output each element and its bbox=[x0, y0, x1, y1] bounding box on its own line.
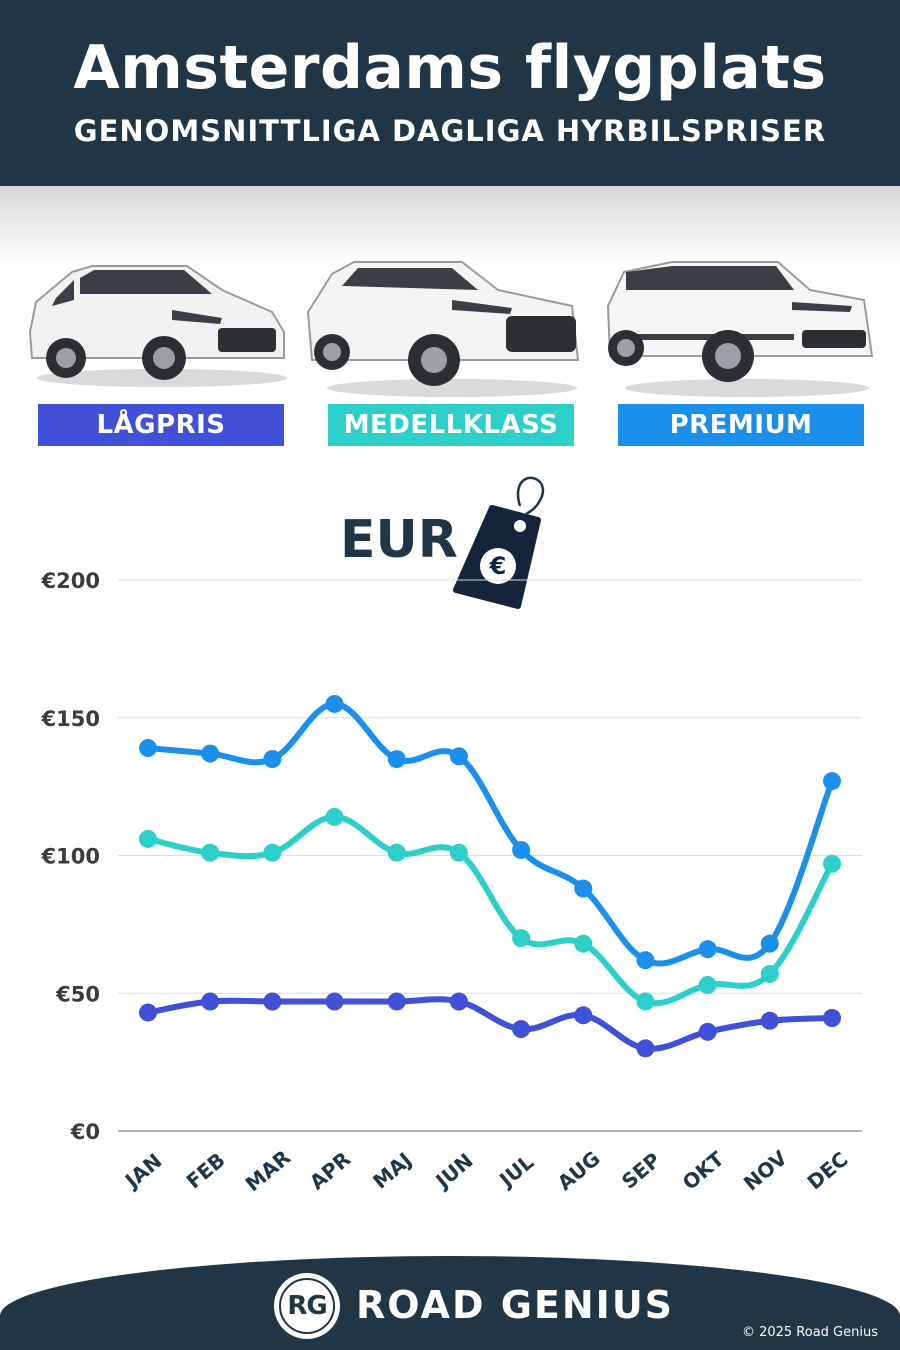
data-point bbox=[636, 992, 655, 1011]
hatchback-car-image bbox=[22, 250, 288, 390]
x-tick-label: AUG bbox=[553, 1146, 605, 1195]
y-tick-label: €100 bbox=[41, 845, 100, 869]
copyright-text: © 2025 Road Genius bbox=[741, 1325, 878, 1340]
category-label-budget: LÅGPRIS bbox=[38, 404, 284, 446]
x-tick-label: OKT bbox=[678, 1146, 729, 1194]
data-point bbox=[263, 843, 282, 862]
data-point bbox=[387, 992, 406, 1011]
data-point bbox=[512, 1020, 531, 1039]
data-point bbox=[636, 1039, 655, 1058]
data-point bbox=[449, 747, 468, 766]
data-point bbox=[263, 992, 282, 1011]
data-point bbox=[698, 975, 717, 994]
header-banner: Amsterdams flygplats GENOMSNITTLIGA DAGL… bbox=[0, 0, 900, 186]
logo-monogram: RG bbox=[279, 1278, 335, 1334]
data-point bbox=[574, 1006, 593, 1025]
data-point bbox=[139, 1003, 157, 1022]
brand-name: ROAD GENIUS bbox=[356, 1283, 675, 1327]
road-genius-logo: RG bbox=[274, 1273, 340, 1339]
data-point bbox=[449, 992, 468, 1011]
y-tick-label: €150 bbox=[41, 707, 100, 731]
page-subtitle: GENOMSNITTLIGA DAGLIGA HYRBILSPRISER bbox=[73, 114, 827, 148]
x-tick-label: NOV bbox=[739, 1145, 792, 1195]
category-label-midsize: MEDELLKLASS bbox=[328, 404, 574, 446]
data-point bbox=[201, 744, 220, 763]
series-line bbox=[145, 996, 835, 1052]
data-point bbox=[139, 829, 157, 848]
page-title: Amsterdams flygplats bbox=[73, 33, 827, 103]
x-tick-label: SEP bbox=[617, 1148, 665, 1194]
data-point bbox=[512, 929, 531, 948]
data-point bbox=[636, 951, 655, 970]
header-shadow bbox=[0, 186, 900, 266]
x-tick-label: DEC bbox=[803, 1147, 853, 1194]
data-point bbox=[760, 1011, 779, 1030]
series-line bbox=[145, 813, 835, 1007]
data-point bbox=[512, 840, 531, 859]
data-point bbox=[823, 1009, 841, 1028]
data-point bbox=[823, 772, 841, 791]
data-point bbox=[139, 739, 157, 758]
data-point bbox=[760, 934, 779, 953]
currency-label: EUR bbox=[340, 510, 458, 570]
data-point bbox=[325, 807, 344, 826]
price-tag-icon: € bbox=[452, 470, 552, 614]
suv-car-image bbox=[302, 250, 584, 400]
y-tick-label: €200 bbox=[41, 569, 100, 593]
euro-symbol: € bbox=[489, 552, 507, 580]
data-point bbox=[574, 934, 593, 953]
x-tick-label: APR bbox=[305, 1147, 355, 1195]
y-tick-label: €0 bbox=[70, 1120, 100, 1144]
data-point bbox=[698, 1022, 717, 1041]
x-tick-label: MAR bbox=[241, 1145, 295, 1196]
x-tick-label: MAJ bbox=[368, 1148, 416, 1194]
footer-banner bbox=[0, 1256, 900, 1350]
x-tick-label: JUL bbox=[493, 1150, 538, 1193]
data-point bbox=[760, 964, 779, 983]
price-line-chart: €0 €50 €100 €150 €200 JAN FEB MAR APR MAJ JUN JUL AU… bbox=[41, 569, 862, 1196]
category-label-premium: PREMIUM bbox=[618, 404, 864, 446]
data-point bbox=[263, 750, 282, 769]
data-point bbox=[449, 843, 468, 862]
data-point bbox=[325, 694, 344, 713]
y-tick-label: €50 bbox=[55, 982, 100, 1006]
x-tick-label: FEB bbox=[182, 1148, 230, 1194]
x-tick-label: JUN bbox=[430, 1148, 478, 1194]
data-point bbox=[698, 940, 717, 959]
premium-suv-car-image bbox=[602, 250, 876, 400]
data-point bbox=[823, 854, 841, 873]
data-point bbox=[574, 879, 593, 898]
x-tick-label: JAN bbox=[119, 1149, 166, 1194]
data-point bbox=[387, 843, 406, 862]
data-point bbox=[201, 843, 220, 862]
series-line bbox=[145, 700, 835, 967]
data-point bbox=[387, 750, 406, 769]
data-point bbox=[325, 992, 344, 1011]
data-point bbox=[201, 992, 220, 1011]
